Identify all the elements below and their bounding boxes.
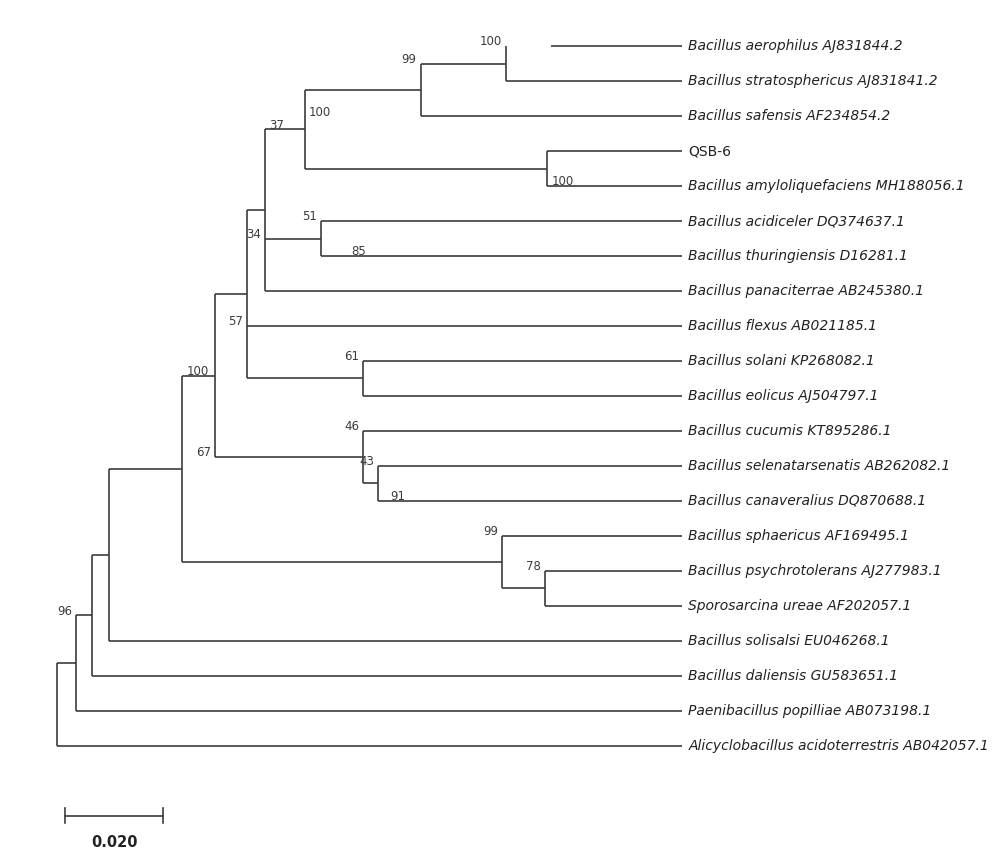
Text: Bacillus safensis AF234854.2: Bacillus safensis AF234854.2	[688, 109, 891, 123]
Text: Bacillus solani KP268082.1: Bacillus solani KP268082.1	[688, 354, 875, 368]
Text: 51: 51	[302, 211, 317, 223]
Text: 0.020: 0.020	[91, 835, 138, 850]
Text: 57: 57	[229, 315, 243, 329]
Text: Paenibacillus popilliae AB073198.1: Paenibacillus popilliae AB073198.1	[688, 704, 932, 718]
Text: 78: 78	[526, 560, 541, 574]
Text: 99: 99	[483, 526, 498, 538]
Text: Bacillus flexus AB021185.1: Bacillus flexus AB021185.1	[688, 319, 877, 333]
Text: QSB-6: QSB-6	[688, 144, 731, 158]
Text: Bacillus daliensis GU583651.1: Bacillus daliensis GU583651.1	[688, 669, 898, 683]
Text: Bacillus psychrotolerans AJ277983.1: Bacillus psychrotolerans AJ277983.1	[688, 564, 942, 578]
Text: Sporosarcina ureae AF202057.1: Sporosarcina ureae AF202057.1	[688, 599, 912, 613]
Text: Bacillus thuringiensis D16281.1: Bacillus thuringiensis D16281.1	[688, 249, 908, 263]
Text: Bacillus sphaericus AF169495.1: Bacillus sphaericus AF169495.1	[688, 529, 909, 543]
Text: Bacillus amyloliquefaciens MH188056.1: Bacillus amyloliquefaciens MH188056.1	[688, 179, 965, 193]
Text: 61: 61	[344, 350, 359, 363]
Text: Bacillus eolicus AJ504797.1: Bacillus eolicus AJ504797.1	[688, 389, 879, 403]
Text: 99: 99	[401, 53, 416, 66]
Text: Bacillus canaveralius DQ870688.1: Bacillus canaveralius DQ870688.1	[688, 494, 926, 508]
Text: 91: 91	[390, 490, 405, 503]
Text: Bacillus stratosphericus AJ831841.2: Bacillus stratosphericus AJ831841.2	[688, 74, 938, 88]
Text: Bacillus aerophilus AJ831844.2: Bacillus aerophilus AJ831844.2	[688, 39, 903, 53]
Text: 37: 37	[270, 118, 284, 132]
Text: 34: 34	[246, 228, 261, 241]
Text: 85: 85	[351, 246, 366, 259]
Text: Bacillus selenatarsenatis AB262082.1: Bacillus selenatarsenatis AB262082.1	[688, 459, 951, 473]
Text: 100: 100	[186, 365, 208, 378]
Text: Bacillus panaciterrae AB245380.1: Bacillus panaciterrae AB245380.1	[688, 284, 924, 298]
Text: Bacillus solisalsi EU046268.1: Bacillus solisalsi EU046268.1	[688, 633, 890, 648]
Text: 96: 96	[57, 604, 72, 618]
Text: 43: 43	[359, 455, 374, 468]
Text: Alicyclobacillus acidoterrestris AB042057.1: Alicyclobacillus acidoterrestris AB04205…	[688, 739, 989, 752]
Text: Bacillus cucumis KT895286.1: Bacillus cucumis KT895286.1	[688, 424, 892, 438]
Text: 100: 100	[480, 35, 502, 49]
Text: Bacillus acidiceler DQ374637.1: Bacillus acidiceler DQ374637.1	[688, 214, 905, 228]
Text: 100: 100	[309, 106, 331, 119]
Text: 67: 67	[196, 447, 211, 460]
Text: 46: 46	[344, 420, 359, 433]
Text: 100: 100	[551, 175, 573, 188]
